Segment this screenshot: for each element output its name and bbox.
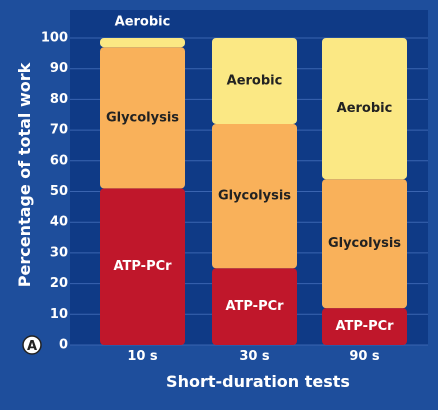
panel-label-circle xyxy=(22,335,42,355)
segment-label: Aerobic xyxy=(115,15,171,30)
y-tick-label: 20 xyxy=(50,276,68,291)
bar-segment-atp-pcr xyxy=(100,188,185,345)
segment-label: ATP-PCr xyxy=(113,259,172,274)
bar-segment-aerobic xyxy=(100,38,185,48)
y-tick-label: 100 xyxy=(41,31,68,46)
bar-segment-glycolysis xyxy=(212,123,297,269)
segment-label: Glycolysis xyxy=(218,189,291,204)
y-tick-label: 30 xyxy=(50,245,68,260)
x-tick-label: 90 s xyxy=(349,349,380,364)
x-axis-title: Short-duration tests xyxy=(166,372,350,391)
y-axis-title: Percentage of total work xyxy=(15,62,34,287)
y-tick-labels: 0 10 20 30 40 50 60 70 80 90 100 xyxy=(41,31,68,353)
y-tick-label: 10 xyxy=(50,307,68,322)
x-tick-labels: 10 s 30 s 90 s xyxy=(127,349,380,364)
segment-label: ATP-PCr xyxy=(335,319,394,334)
segment-label: Aerobic xyxy=(227,73,283,88)
y-tick-label: 70 xyxy=(50,123,68,138)
y-tick-label: 90 xyxy=(50,61,68,76)
y-tick-label: 40 xyxy=(50,215,68,230)
bar-segment-aerobic xyxy=(322,38,407,180)
bar-segment-aerobic xyxy=(212,38,297,124)
x-tick-label: 30 s xyxy=(239,349,270,364)
y-tick-label: 0 xyxy=(59,338,68,353)
segment-label: Glycolysis xyxy=(328,236,401,251)
x-tick-label: 10 s xyxy=(127,349,158,364)
panel-label-badge: A xyxy=(22,335,42,355)
bars: ATP-PCr Glycolysis Aerobic ATP-PCr Glycolysi… xyxy=(100,15,407,345)
segment-label: ATP-PCr xyxy=(225,299,284,314)
bar-segment-atp-pcr xyxy=(212,268,297,345)
bar-segment-glycolysis xyxy=(322,179,407,309)
y-tick-label: 80 xyxy=(50,92,68,107)
segment-label: Glycolysis xyxy=(106,110,179,125)
segment-label: Aerobic xyxy=(337,101,393,116)
panel-label-text: A xyxy=(27,339,37,354)
bar-segment-glycolysis xyxy=(100,47,185,189)
y-tick-label: 50 xyxy=(50,184,68,199)
y-tick-label: 60 xyxy=(50,153,68,168)
bar-segment-atp-pcr xyxy=(322,308,407,345)
